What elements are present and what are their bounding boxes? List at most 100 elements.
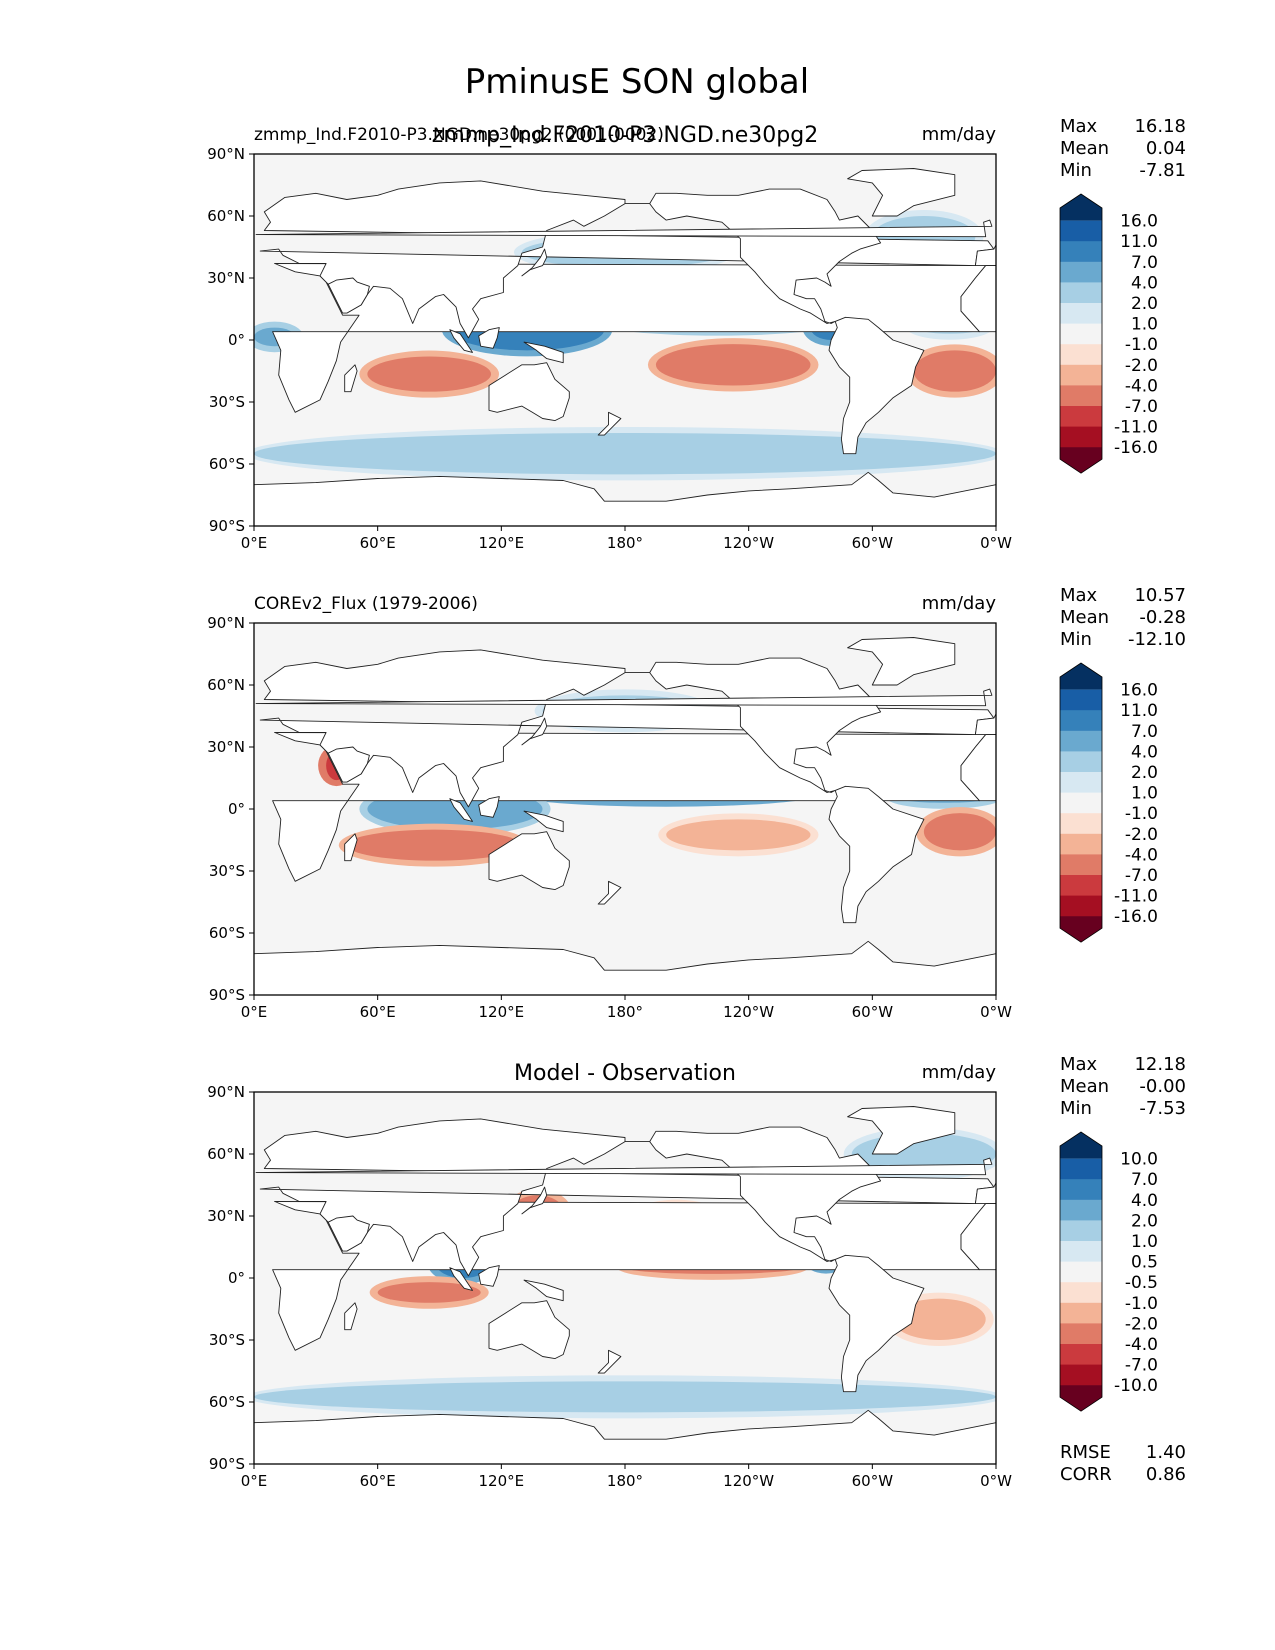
colorbar-extend-max [1060, 663, 1102, 690]
landmass-madagascar [344, 364, 358, 393]
colorbar: 16.011.07.04.02.01.0-1.0-2.0-4.0-7.0-11.… [1059, 662, 1158, 943]
colorbar-extend-min [1060, 447, 1102, 474]
landmass-borneo [478, 796, 500, 818]
landmass-antarctica [254, 1409, 996, 1464]
colorbar-segment [1060, 710, 1102, 732]
colorbar-label: 16.0 [1120, 681, 1158, 701]
colorbar-label: 4.0 [1131, 273, 1158, 293]
landmass-madagascar [344, 1302, 358, 1331]
y-tick-label: 60°S [209, 455, 245, 473]
x-tick-label: 0°W [980, 534, 1012, 552]
landmass-s-america [828, 316, 925, 455]
y-tick-label: 60°N [207, 1145, 245, 1163]
stat-label: Mean [1060, 607, 1109, 628]
stat-value: -7.53 [1139, 1098, 1186, 1119]
stat-label: Mean [1060, 1076, 1109, 1097]
stat-value: 12.18 [1134, 1054, 1186, 1075]
panel-center-title: Model - Observation [514, 1061, 736, 1086]
panels: 0°E 60°E 120°E 180° 120°W 60°W 0°W 90°N 60°N 30°N… [207, 116, 1186, 1490]
colorbar-label: 11.0 [1120, 232, 1158, 252]
landmass-sumatra [449, 329, 473, 353]
colorbar-outline [1059, 193, 1103, 474]
colorbar-label: -1.0 [1125, 1294, 1158, 1314]
panel-center-title: zmmp_Ind.F2010-P3.NGD.ne30pg2 [432, 123, 818, 148]
field-feature [254, 1381, 996, 1413]
y-tick-label: 60°N [207, 207, 245, 225]
stat-value: 16.18 [1134, 116, 1186, 137]
field-feature [377, 1282, 481, 1303]
field-feature [923, 813, 996, 851]
colorbar-segment [1060, 813, 1102, 835]
stat-value: -7.81 [1139, 160, 1186, 181]
colorbar-label: 0.5 [1131, 1253, 1158, 1273]
colorbar-segment [1060, 730, 1102, 752]
x-tick-label: 120°W [723, 534, 774, 552]
colorbar-extend-max [1060, 194, 1102, 221]
colorbar-label: -2.0 [1125, 1314, 1158, 1334]
landmass-gb [255, 219, 993, 238]
landmass-new-guinea [523, 810, 564, 833]
colorbar-label: -1.0 [1125, 335, 1158, 355]
stat-value: -0.00 [1139, 1076, 1186, 1097]
y-tick-label: 60°S [209, 924, 245, 942]
colorbar-segment [1060, 833, 1102, 855]
colorbar-segment [1060, 1179, 1102, 1201]
colorbar-segment [1060, 303, 1102, 325]
x-tick-label: 120°W [723, 1003, 774, 1021]
colorbar-label: 10.0 [1120, 1150, 1158, 1170]
field-feature [913, 350, 996, 392]
colorbar-segment [1060, 689, 1102, 711]
stat-value: -0.28 [1139, 607, 1186, 628]
field-feature [655, 344, 811, 386]
colorbar-label: -10.0 [1114, 1376, 1158, 1396]
map-area [254, 154, 996, 526]
colorbar-label: 2.0 [1131, 1211, 1158, 1231]
landmass-australia [488, 831, 570, 891]
x-tick-label: 120°E [479, 534, 525, 552]
stat-label: Min [1060, 1098, 1092, 1119]
x-tick-label: 60°E [360, 1003, 396, 1021]
colorbar-segment [1060, 364, 1102, 386]
x-tick-label: 180° [607, 534, 643, 552]
landmass-japan [521, 1186, 548, 1215]
colorbar-extend-min [1060, 916, 1102, 943]
colorbar-label: -0.5 [1125, 1273, 1158, 1293]
colorbar-label: -2.0 [1125, 825, 1158, 845]
landmass-n-america [624, 657, 882, 793]
colorbar: 10.07.04.02.01.00.5-0.5-1.0-2.0-4.0-7.0-… [1059, 1131, 1158, 1412]
colorbar-segment [1060, 344, 1102, 366]
extra-stat-label: CORR [1060, 1464, 1112, 1485]
landmass-greenland [847, 637, 956, 686]
colorbar-segment [1060, 220, 1102, 242]
colorbar-label: -11.0 [1114, 418, 1158, 438]
y-tick-label: 90°S [209, 1455, 245, 1473]
colorbar-label: -4.0 [1125, 376, 1158, 396]
landmass-gb [255, 1157, 993, 1176]
colorbar-segment [1060, 282, 1102, 304]
colorbar-segment [1060, 385, 1102, 407]
colorbar-segment [1060, 1302, 1102, 1324]
landmass-japan [521, 717, 548, 746]
y-tick-label: 90°N [207, 145, 245, 163]
panel-test: 0°E 60°E 120°E 180° 120°W 60°W 0°W 90°N 60°N 30°N… [207, 116, 1186, 552]
colorbar-segment [1060, 1261, 1102, 1283]
y-tick-label: 60°S [209, 1393, 245, 1411]
colorbar-segment [1060, 426, 1102, 448]
colorbar-label: -7.0 [1125, 1356, 1158, 1376]
colorbar-label: 1.0 [1131, 784, 1158, 804]
colorbar-segment [1060, 1158, 1102, 1180]
landmass-new-zealand [597, 411, 622, 436]
x-tick-label: 60°W [852, 1003, 894, 1021]
extra-stat-label: RMSE [1060, 1442, 1111, 1463]
colorbar-label: 7.0 [1131, 253, 1158, 273]
x-tick-label: 0°W [980, 1472, 1012, 1490]
colorbar-segment [1060, 241, 1102, 263]
landmass-arabia-red [327, 277, 370, 314]
colorbar-extend-min [1060, 1385, 1102, 1412]
colorbar-label: 4.0 [1131, 742, 1158, 762]
colorbar-segment [1060, 1241, 1102, 1263]
x-tick-label: 120°E [479, 1472, 525, 1490]
panel-difference: 0°E 60°E 120°E 180° 120°W 60°W 0°W 90°N 60°N 30°N… [207, 1054, 1186, 1490]
colorbar-label: 11.0 [1120, 701, 1158, 721]
